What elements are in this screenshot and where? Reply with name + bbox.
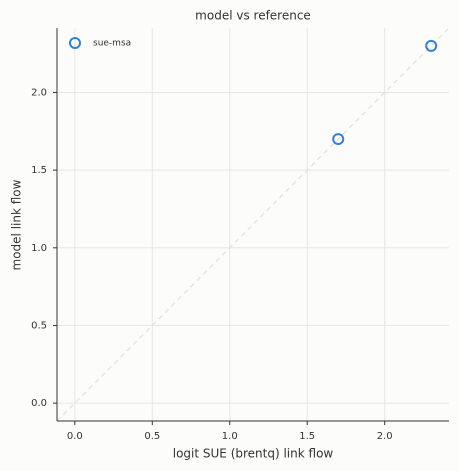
point (332, 133, 345, 146)
y-tick-label: 1.5 (31, 165, 47, 176)
chart-title: model vs reference (195, 9, 311, 23)
y-tick-label: 0.0 (31, 398, 47, 409)
x-axis-label: logit SUE (brentq) link flow (173, 447, 334, 461)
point (425, 39, 438, 52)
y-tick-label: 1.0 (31, 243, 47, 254)
legend-marker (69, 37, 81, 49)
x-tick-label: 1.0 (222, 431, 238, 442)
x-tick-label: 0.0 (67, 431, 83, 442)
x-tick-label: 1.5 (299, 431, 315, 442)
y-tick-label: 2.0 (31, 87, 47, 98)
legend-label: sue-msa (93, 39, 131, 49)
x-tick-label: 0.5 (144, 431, 160, 442)
reference-line (56, 27, 450, 422)
x-tick-label: 2.0 (377, 431, 393, 442)
y-axis-label: model link flow (10, 179, 24, 270)
y-tick-label: 0.5 (31, 320, 47, 331)
